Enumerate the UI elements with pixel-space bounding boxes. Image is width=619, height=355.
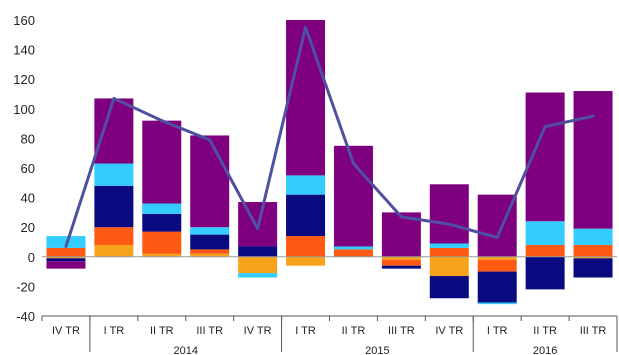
- bar-segment-5-1: [286, 236, 326, 257]
- bar-segment-9-3: [477, 302, 517, 305]
- category-label: I TR: [295, 325, 316, 337]
- y-tick-label: 160: [13, 13, 35, 28]
- year-label: 2015: [365, 345, 389, 355]
- bar-segment-5-0: [286, 256, 326, 266]
- bar-segment-11-1: [573, 244, 613, 257]
- category-label: IV TR: [52, 325, 80, 337]
- bar-segment-3-1: [190, 249, 230, 254]
- category-label: II TR: [533, 325, 557, 337]
- bar-segment-6-1: [333, 249, 373, 257]
- labels-layer: 160 140 120 100 80 60 40 20 0 -20 -40 IV TR I TR II T…: [13, 13, 606, 355]
- line-layer: [64, 25, 595, 248]
- bar-segment-6-3: [333, 246, 373, 250]
- bar-segment-8-1: [429, 247, 469, 257]
- category-label: II TR: [342, 325, 366, 337]
- bar-segment-5-2: [286, 194, 326, 237]
- category-label: IV TR: [244, 325, 272, 337]
- category-label: II TR: [150, 325, 174, 337]
- bar-segment-9-2: [477, 271, 517, 303]
- bar-segment-9-1: [477, 259, 517, 272]
- bar-segment-3-0: [190, 253, 230, 257]
- bar-segment-11-0: [573, 256, 613, 259]
- y-tick-label: -40: [16, 309, 35, 324]
- bar-segment-1-1: [94, 227, 134, 245]
- year-label: 2014: [174, 345, 198, 355]
- bar-segment-5-3: [286, 175, 326, 195]
- bar-segment-2-4: [142, 120, 182, 204]
- line-series: [64, 25, 595, 248]
- bar-segment-3-3: [190, 227, 230, 235]
- y-tick-label: 20: [21, 220, 35, 235]
- bar-segment-8-3: [429, 243, 469, 248]
- axes-layer: [41, 256, 618, 352]
- y-tick-label: 100: [13, 102, 35, 117]
- bar-segment-7-2: [381, 265, 421, 269]
- bar-segment-11-2: [573, 258, 613, 278]
- bar-segment-8-0: [429, 256, 469, 277]
- bar-segment-2-1: [142, 231, 182, 254]
- category-label: I TR: [104, 325, 125, 337]
- bar-segment-9-0: [477, 256, 517, 260]
- bar-segment-8-2: [429, 276, 469, 299]
- bar-segment-0-1: [46, 247, 86, 257]
- category-label: III TR: [580, 325, 607, 337]
- bar-segment-0-0: [46, 256, 86, 259]
- bar-segment-10-1: [525, 244, 565, 257]
- y-tick-label: 0: [28, 250, 35, 265]
- category-label: III TR: [196, 325, 223, 337]
- bar-segment-1-3: [94, 163, 134, 186]
- bar-segment-11-4: [573, 91, 613, 229]
- bar-segment-3-4: [190, 135, 230, 228]
- bar-segment-8-4: [429, 184, 469, 244]
- bar-segment-1-4: [94, 98, 134, 164]
- bar-segment-10-2: [525, 256, 565, 290]
- bars-layer: [46, 20, 613, 305]
- y-tick-label: 120: [13, 72, 35, 87]
- category-label: III TR: [388, 325, 415, 337]
- bar-segment-10-3: [525, 221, 565, 245]
- bar-segment-2-3: [142, 203, 182, 214]
- bar-segment-4-2: [238, 246, 278, 257]
- bar-segment-2-2: [142, 213, 182, 232]
- bar-segment-11-3: [573, 228, 613, 245]
- bar-segment-2-0: [142, 253, 182, 257]
- bar-segment-7-1: [381, 259, 421, 266]
- y-tick-label: 140: [13, 43, 35, 58]
- y-tick-label: 60: [21, 161, 35, 176]
- year-label: 2016: [533, 345, 557, 355]
- bar-segment-4-0: [238, 256, 278, 274]
- category-label: IV TR: [435, 325, 463, 337]
- y-tick-label: 80: [21, 131, 35, 146]
- bar-segment-4-3: [238, 273, 278, 278]
- bar-segment-5-4: [286, 20, 326, 176]
- bar-segment-0-4: [46, 261, 86, 269]
- category-label: I TR: [487, 325, 508, 337]
- bar-segment-1-2: [94, 185, 134, 228]
- bar-segment-1-0: [94, 244, 134, 257]
- bar-segment-7-0: [381, 256, 421, 260]
- y-tick-label: -20: [16, 279, 35, 294]
- y-tick-label: 40: [21, 191, 35, 206]
- bar-segment-0-2: [46, 258, 86, 262]
- bar-segment-3-2: [190, 234, 230, 250]
